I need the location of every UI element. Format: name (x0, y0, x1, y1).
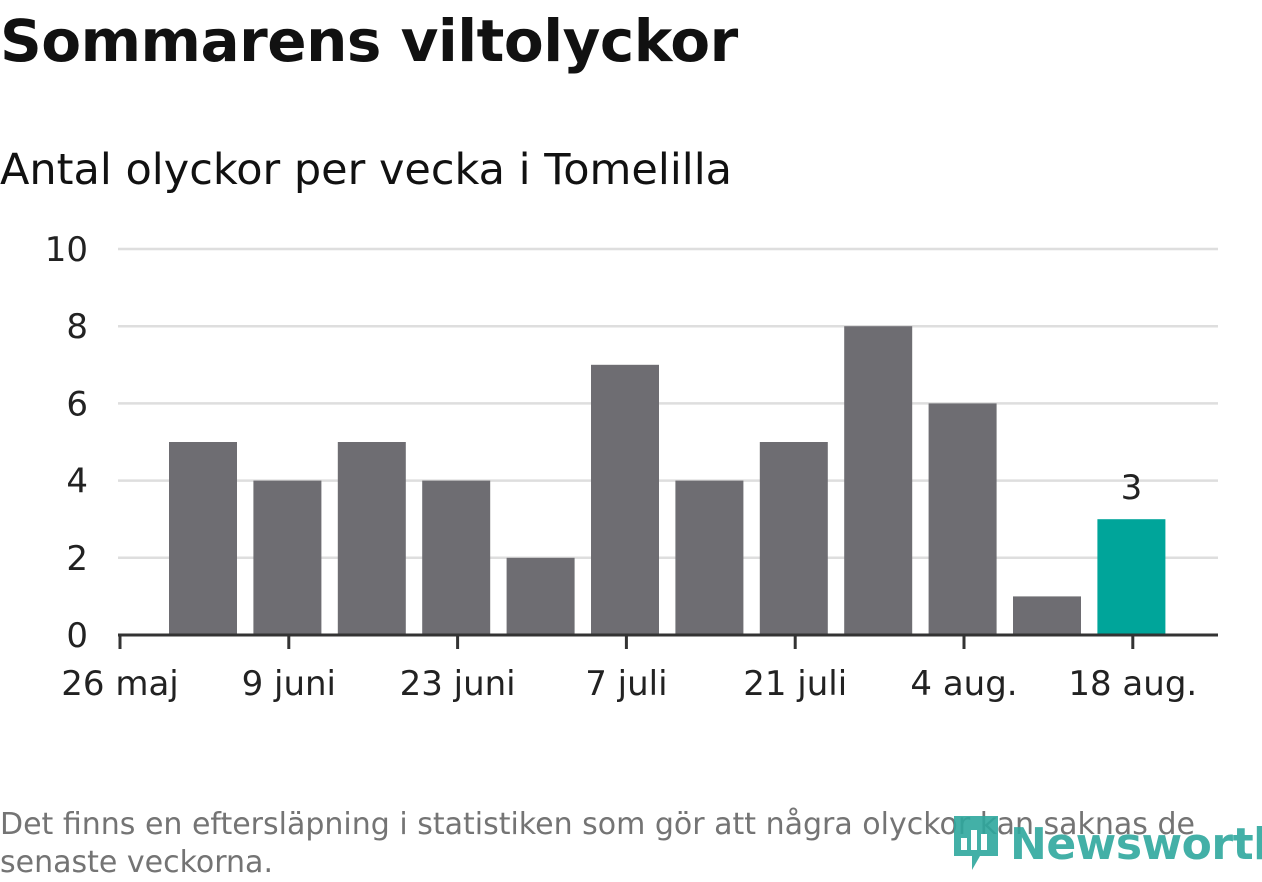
x-tick-label: 21 juli (743, 664, 847, 704)
newsworthy-logo: Newsworthy (950, 812, 1262, 876)
data-label: 3 (1121, 468, 1143, 508)
y-tick-label: 8 (66, 307, 88, 347)
bar (169, 442, 237, 635)
bar (591, 364, 659, 635)
y-tick-label: 0 (66, 616, 88, 656)
bar (253, 480, 322, 635)
x-axis-ticks: 26 maj 9 juni 23 juni 7 juli 21 juli 4 aug. 18… (61, 635, 1197, 704)
bars (169, 326, 1166, 635)
bar (759, 442, 828, 635)
x-tick-label: 9 juni (242, 664, 336, 704)
y-axis-ticks: 0 2 4 6 8 10 (45, 230, 88, 656)
bar (422, 480, 491, 635)
x-tick-label: 23 juni (400, 664, 516, 704)
bar (1013, 596, 1081, 635)
bar-chart-speech-bubble-icon (954, 816, 998, 870)
y-tick-label: 4 (66, 462, 88, 502)
bar (675, 480, 744, 635)
x-tick-label: 4 aug. (910, 664, 1017, 704)
y-tick-label: 6 (66, 384, 88, 424)
x-tick-label: 18 aug. (1068, 664, 1197, 704)
chart-title: Sommarens viltolyckor (0, 7, 738, 75)
bar (1097, 519, 1166, 635)
chart-subtitle: Antal olyckor per vecka i Tomelilla (0, 145, 733, 195)
y-tick-label: 10 (45, 230, 88, 270)
x-tick-label: 7 juli (585, 664, 667, 704)
logo-text: Newsworthy (1010, 818, 1262, 870)
bar (506, 557, 575, 635)
bar (844, 326, 913, 635)
bar (337, 442, 406, 635)
bar-chart: 0 2 4 6 8 10 26 maj 9 juni 23 juni 7 juli 21 juli… (45, 230, 1218, 704)
bar (928, 403, 997, 635)
y-tick-label: 2 (66, 539, 88, 579)
x-tick-label: 26 maj (61, 664, 178, 704)
data-labels: 3 (1121, 468, 1143, 508)
